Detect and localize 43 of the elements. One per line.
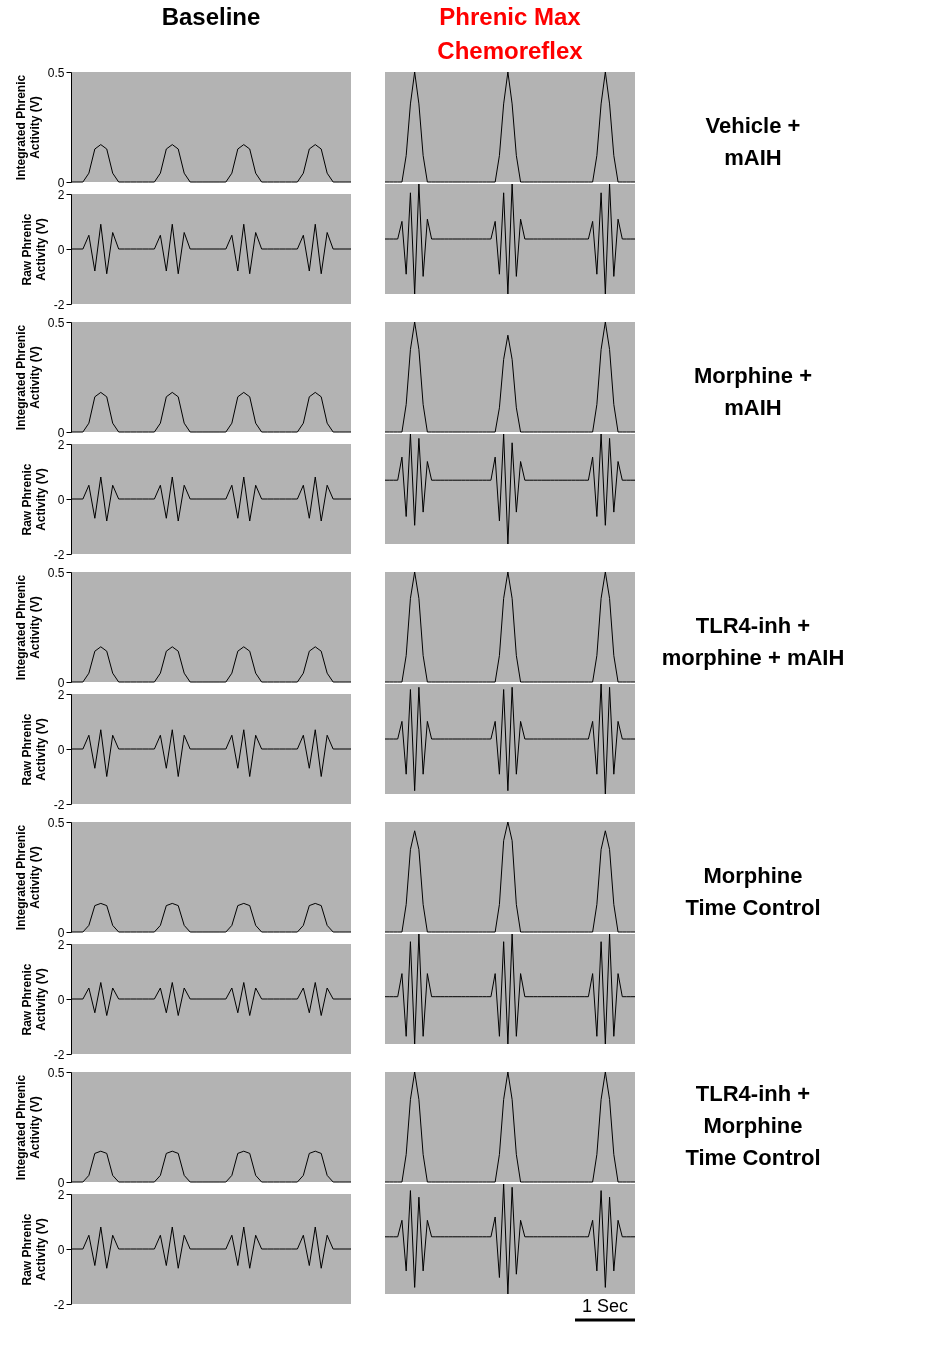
y-tick-label: 0 — [57, 992, 65, 1007]
text: Vehicle + mAIH — [705, 113, 801, 170]
y-tick-label: -2 — [53, 1297, 65, 1312]
text: Morphine + mAIH — [694, 363, 812, 420]
y-tick-label: 2 — [57, 187, 65, 202]
y-axis-title: Integrated Phrenic Activity (V) — [13, 1074, 42, 1181]
y-axis-title: Raw Phrenic Activity (V) — [19, 463, 48, 536]
y-tick-label: 0 — [57, 425, 65, 440]
y-tick-label: -2 — [53, 1047, 65, 1062]
y-tick-label: 0.5 — [47, 815, 65, 830]
text: TLR4-inh + Morphine Time Control — [685, 1081, 821, 1170]
y-tick-label: 0 — [57, 675, 65, 690]
y-tick-label: 0 — [57, 1175, 65, 1190]
y-tick-label: 0 — [57, 242, 65, 257]
y-tick-label: -2 — [53, 797, 65, 812]
chart-title: Phrenic Max Chemoreflex — [437, 3, 584, 64]
y-axis-title: Raw Phrenic Activity (V) — [19, 713, 48, 786]
y-tick-label: 0.5 — [47, 565, 65, 580]
y-axis-title: Integrated Phrenic Activity (V) — [13, 574, 42, 681]
y-axis-title: Integrated Phrenic Activity (V) — [13, 324, 42, 431]
y-axis-title: Raw Phrenic Activity (V) — [19, 213, 48, 286]
y-tick-label: 2 — [57, 437, 65, 452]
text: 1 Sec — [581, 1296, 629, 1316]
y-tick-label: 0 — [57, 492, 65, 507]
y-tick-label: 0.5 — [47, 65, 65, 80]
y-tick-label: 0 — [57, 925, 65, 940]
y-tick-label: 0.5 — [47, 315, 65, 330]
text: Morphine Time Control — [685, 863, 821, 920]
y-tick-label: -2 — [53, 297, 65, 312]
y-axis-title: Raw Phrenic Activity (V) — [19, 1213, 48, 1286]
y-tick-label: 2 — [57, 937, 65, 952]
y-axis-title: Integrated Phrenic Activity (V) — [13, 824, 42, 931]
text: TLR4-inh + morphine + mAIH — [661, 613, 845, 670]
y-tick-label: -2 — [53, 547, 65, 562]
y-tick-label: 2 — [57, 1187, 65, 1202]
y-tick-label: 0 — [57, 1242, 65, 1257]
chart-title: Baseline — [161, 3, 261, 30]
y-tick-label: 0 — [57, 742, 65, 757]
y-tick-label: 2 — [57, 687, 65, 702]
y-tick-label: 0.5 — [47, 1065, 65, 1080]
y-tick-label: 0 — [57, 175, 65, 190]
y-axis-title: Raw Phrenic Activity (V) — [19, 963, 48, 1036]
y-axis-title: Integrated Phrenic Activity (V) — [13, 74, 42, 181]
